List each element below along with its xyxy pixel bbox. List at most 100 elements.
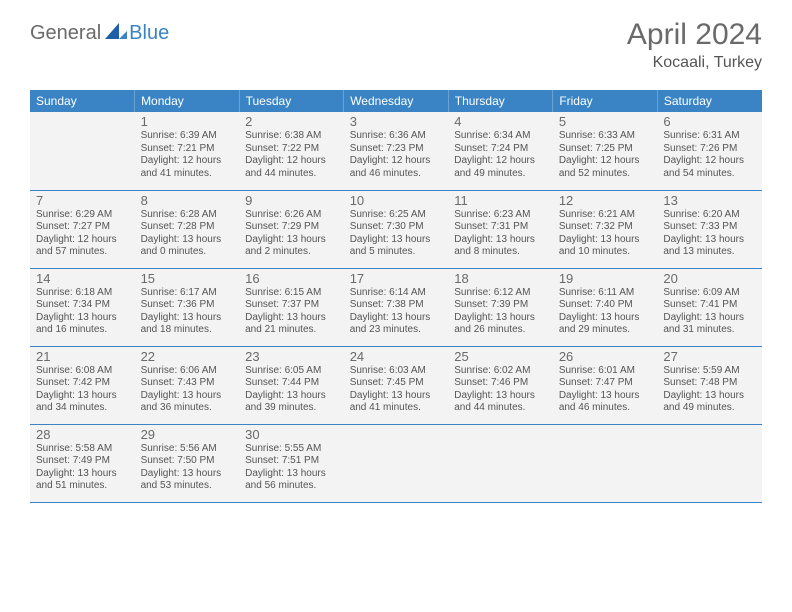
logo: General Blue <box>30 18 169 45</box>
sunrise-line: Sunrise: 6:25 AM <box>350 209 443 222</box>
sunset-line: Sunset: 7:51 PM <box>245 455 338 468</box>
calendar-week-row: 28Sunrise: 5:58 AMSunset: 7:49 PMDayligh… <box>30 424 762 502</box>
sunset-line: Sunset: 7:48 PM <box>663 377 756 390</box>
calendar-day-cell: 25Sunrise: 6:02 AMSunset: 7:46 PMDayligh… <box>448 346 553 424</box>
sunset-line: Sunset: 7:49 PM <box>36 455 129 468</box>
daylight-line: Daylight: 13 hours and 5 minutes. <box>350 234 443 259</box>
calendar-week-row: 14Sunrise: 6:18 AMSunset: 7:34 PMDayligh… <box>30 268 762 346</box>
day-number: 30 <box>245 427 338 442</box>
sunrise-line: Sunrise: 6:29 AM <box>36 209 129 222</box>
sunrise-line: Sunrise: 6:15 AM <box>245 287 338 300</box>
calendar-week-row: 7Sunrise: 6:29 AMSunset: 7:27 PMDaylight… <box>30 190 762 268</box>
weekday-header: Wednesday <box>344 90 449 112</box>
sunset-line: Sunset: 7:40 PM <box>559 299 652 312</box>
sunset-line: Sunset: 7:24 PM <box>454 143 547 156</box>
page-title: April 2024 <box>627 18 762 52</box>
calendar-day-cell: 10Sunrise: 6:25 AMSunset: 7:30 PMDayligh… <box>344 190 449 268</box>
daylight-line: Daylight: 12 hours and 41 minutes. <box>141 155 234 180</box>
sunrise-line: Sunrise: 6:38 AM <box>245 130 338 143</box>
calendar-day-cell: 19Sunrise: 6:11 AMSunset: 7:40 PMDayligh… <box>553 268 658 346</box>
day-number: 10 <box>350 193 443 208</box>
calendar-day-cell: 14Sunrise: 6:18 AMSunset: 7:34 PMDayligh… <box>30 268 135 346</box>
sunrise-line: Sunrise: 5:59 AM <box>663 365 756 378</box>
daylight-line: Daylight: 12 hours and 44 minutes. <box>245 155 338 180</box>
daylight-line: Daylight: 13 hours and 13 minutes. <box>663 234 756 259</box>
calendar-day-cell: 20Sunrise: 6:09 AMSunset: 7:41 PMDayligh… <box>657 268 762 346</box>
logo-text2: Blue <box>129 22 169 45</box>
day-number: 4 <box>454 114 547 129</box>
daylight-line: Daylight: 13 hours and 51 minutes. <box>36 468 129 493</box>
calendar-empty-cell <box>657 424 762 502</box>
calendar-week-row: 1Sunrise: 6:39 AMSunset: 7:21 PMDaylight… <box>30 112 762 190</box>
sunset-line: Sunset: 7:25 PM <box>559 143 652 156</box>
calendar-body: 1Sunrise: 6:39 AMSunset: 7:21 PMDaylight… <box>30 112 762 502</box>
sunrise-line: Sunrise: 6:31 AM <box>663 130 756 143</box>
calendar-day-cell: 2Sunrise: 6:38 AMSunset: 7:22 PMDaylight… <box>239 112 344 190</box>
day-number: 21 <box>36 349 129 364</box>
sunset-line: Sunset: 7:22 PM <box>245 143 338 156</box>
calendar-table: SundayMondayTuesdayWednesdayThursdayFrid… <box>30 90 762 503</box>
day-number: 9 <box>245 193 338 208</box>
calendar-day-cell: 23Sunrise: 6:05 AMSunset: 7:44 PMDayligh… <box>239 346 344 424</box>
sunrise-line: Sunrise: 6:34 AM <box>454 130 547 143</box>
calendar-day-cell: 12Sunrise: 6:21 AMSunset: 7:32 PMDayligh… <box>553 190 658 268</box>
sunset-line: Sunset: 7:30 PM <box>350 221 443 234</box>
calendar-day-cell: 24Sunrise: 6:03 AMSunset: 7:45 PMDayligh… <box>344 346 449 424</box>
sunrise-line: Sunrise: 6:21 AM <box>559 209 652 222</box>
day-number: 1 <box>141 114 234 129</box>
daylight-line: Daylight: 13 hours and 41 minutes. <box>350 390 443 415</box>
daylight-line: Daylight: 12 hours and 52 minutes. <box>559 155 652 180</box>
calendar-day-cell: 26Sunrise: 6:01 AMSunset: 7:47 PMDayligh… <box>553 346 658 424</box>
calendar-day-cell: 1Sunrise: 6:39 AMSunset: 7:21 PMDaylight… <box>135 112 240 190</box>
sunrise-line: Sunrise: 6:06 AM <box>141 365 234 378</box>
day-number: 18 <box>454 271 547 286</box>
day-number: 6 <box>663 114 756 129</box>
day-number: 28 <box>36 427 129 442</box>
day-number: 15 <box>141 271 234 286</box>
day-number: 17 <box>350 271 443 286</box>
daylight-line: Daylight: 12 hours and 46 minutes. <box>350 155 443 180</box>
day-number: 29 <box>141 427 234 442</box>
daylight-line: Daylight: 13 hours and 10 minutes. <box>559 234 652 259</box>
sunrise-line: Sunrise: 6:17 AM <box>141 287 234 300</box>
calendar-day-cell: 7Sunrise: 6:29 AMSunset: 7:27 PMDaylight… <box>30 190 135 268</box>
day-number: 8 <box>141 193 234 208</box>
day-number: 13 <box>663 193 756 208</box>
daylight-line: Daylight: 12 hours and 57 minutes. <box>36 234 129 259</box>
day-number: 2 <box>245 114 338 129</box>
day-number: 16 <box>245 271 338 286</box>
sunrise-line: Sunrise: 6:12 AM <box>454 287 547 300</box>
calendar-day-cell: 6Sunrise: 6:31 AMSunset: 7:26 PMDaylight… <box>657 112 762 190</box>
calendar-day-cell: 21Sunrise: 6:08 AMSunset: 7:42 PMDayligh… <box>30 346 135 424</box>
sunset-line: Sunset: 7:34 PM <box>36 299 129 312</box>
calendar-empty-cell <box>30 112 135 190</box>
daylight-line: Daylight: 13 hours and 16 minutes. <box>36 312 129 337</box>
sunrise-line: Sunrise: 6:20 AM <box>663 209 756 222</box>
calendar-day-cell: 9Sunrise: 6:26 AMSunset: 7:29 PMDaylight… <box>239 190 344 268</box>
calendar-day-cell: 27Sunrise: 5:59 AMSunset: 7:48 PMDayligh… <box>657 346 762 424</box>
sunrise-line: Sunrise: 6:39 AM <box>141 130 234 143</box>
sunrise-line: Sunrise: 5:58 AM <box>36 443 129 456</box>
sunset-line: Sunset: 7:39 PM <box>454 299 547 312</box>
sunrise-line: Sunrise: 6:01 AM <box>559 365 652 378</box>
day-number: 19 <box>559 271 652 286</box>
sunset-line: Sunset: 7:21 PM <box>141 143 234 156</box>
calendar-week-row: 21Sunrise: 6:08 AMSunset: 7:42 PMDayligh… <box>30 346 762 424</box>
day-number: 3 <box>350 114 443 129</box>
calendar-day-cell: 3Sunrise: 6:36 AMSunset: 7:23 PMDaylight… <box>344 112 449 190</box>
day-number: 12 <box>559 193 652 208</box>
sunset-line: Sunset: 7:45 PM <box>350 377 443 390</box>
sunset-line: Sunset: 7:37 PM <box>245 299 338 312</box>
sunset-line: Sunset: 7:46 PM <box>454 377 547 390</box>
daylight-line: Daylight: 13 hours and 2 minutes. <box>245 234 338 259</box>
day-number: 22 <box>141 349 234 364</box>
daylight-line: Daylight: 13 hours and 36 minutes. <box>141 390 234 415</box>
sunset-line: Sunset: 7:26 PM <box>663 143 756 156</box>
sunrise-line: Sunrise: 6:05 AM <box>245 365 338 378</box>
header: General Blue April 2024 Kocaali, Turkey <box>0 0 792 82</box>
sunset-line: Sunset: 7:50 PM <box>141 455 234 468</box>
sunrise-line: Sunrise: 6:28 AM <box>141 209 234 222</box>
day-number: 27 <box>663 349 756 364</box>
daylight-line: Daylight: 13 hours and 53 minutes. <box>141 468 234 493</box>
weekday-header: Thursday <box>448 90 553 112</box>
